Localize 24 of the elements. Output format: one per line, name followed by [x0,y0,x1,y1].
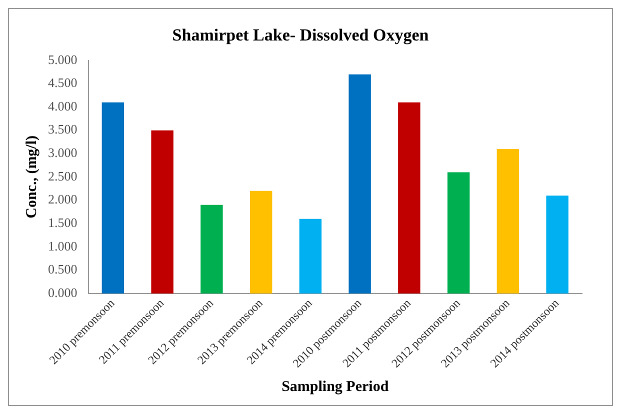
bar [102,102,124,294]
y-tick-label: 4.500 [48,75,78,90]
y-tick-label: 1.000 [48,238,78,254]
bar [496,148,520,294]
y-tick-label: 2.000 [48,192,78,207]
chart-title: Shamirpet Lake- Dissolved Oxygen [172,26,430,45]
bar [250,190,272,294]
bar [200,204,223,294]
bar [447,172,470,294]
y-tick-label: 3.000 [48,145,78,160]
y-tick-label: 2.500 [48,168,78,184]
y-tick-label: 0.000 [48,284,78,300]
y-tick-label: 1.500 [48,214,78,230]
bar [398,102,420,294]
y-tick-label: 3.500 [48,122,78,137]
y-tick-label: 4.000 [48,98,78,114]
y-tick-label: 0.500 [48,262,78,277]
bar [299,218,322,294]
bar [151,130,174,294]
x-axis-title: Sampling Period [282,378,390,395]
bar [546,196,568,294]
y-axis-title: Conc., (mg/l) [24,135,40,218]
bar [348,74,371,294]
y-tick-label: 5.000 [48,52,78,67]
